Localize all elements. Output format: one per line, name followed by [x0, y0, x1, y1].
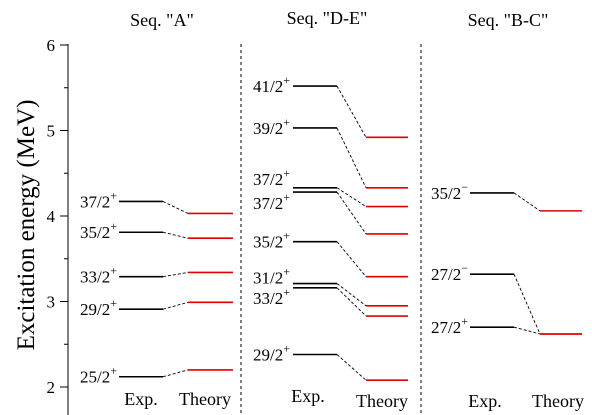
- y-axis-ticks: 2 3 4 5 6: [47, 36, 68, 397]
- spin-parity-label: 27/2+: [431, 314, 468, 337]
- level-connector: [513, 326, 541, 335]
- spin-parity-label: 27/2−: [431, 261, 468, 284]
- level-connector: [162, 301, 189, 310]
- spin-parity-label: 37/2+: [253, 190, 290, 213]
- level-connector: [336, 283, 367, 307]
- level-connector: [336, 85, 367, 138]
- panel-title-a: Seq. "A": [130, 10, 194, 30]
- y-tick-label: 3: [47, 293, 56, 312]
- theory-label-a: Theory: [179, 389, 231, 409]
- y-axis-label: Excitation energy (MeV): [13, 100, 40, 351]
- spin-parity-label: 35/2+: [80, 219, 117, 242]
- level-connector: [336, 191, 367, 235]
- spin-parity-label: 29/2+: [253, 342, 290, 365]
- spin-parity-label: 31/2+: [253, 265, 290, 288]
- theory-label-bc: Theory: [532, 391, 584, 411]
- spin-parity-label: 33/2+: [80, 264, 117, 287]
- y-tick-label: 2: [47, 378, 56, 397]
- level-connector: [162, 201, 189, 214]
- spin-parity-label: 37/2+: [80, 188, 117, 211]
- spin-parity-label: 35/2−: [431, 180, 468, 203]
- spin-parity-label: 25/2+: [80, 364, 117, 387]
- level-connector: [336, 354, 367, 381]
- level-lines: 37/2+ 35/2+ 33/2+ 29/2+ 25/2+ 41/2+ 39/2+ 37/2+…: [80, 73, 582, 387]
- spin-parity-label: 33/2+: [253, 285, 290, 308]
- level-connector: [513, 192, 541, 212]
- level-connector: [336, 127, 367, 188]
- exp-label-de: Exp.: [291, 386, 325, 406]
- spin-parity-label: 39/2+: [253, 115, 290, 138]
- y-tick-label: 4: [47, 207, 56, 226]
- y-tick-label: 5: [47, 122, 56, 141]
- spin-parity-label: 41/2+: [253, 73, 290, 96]
- level-connector: [513, 273, 541, 335]
- y-tick-label: 6: [47, 36, 56, 55]
- spin-parity-label: 37/2+: [253, 166, 290, 189]
- spin-parity-label: 35/2+: [253, 229, 290, 252]
- level-connector: [162, 271, 189, 278]
- level-connector: [336, 187, 367, 207]
- spin-parity-label: 29/2+: [80, 296, 117, 319]
- level-connector: [336, 241, 367, 277]
- level-connector: [336, 287, 367, 317]
- exp-label-a: Exp.: [124, 389, 158, 409]
- level-connector: [162, 231, 189, 239]
- theory-label-de: Theory: [356, 391, 408, 411]
- panel-title-de: Seq. "D-E": [287, 8, 368, 28]
- panel-title-bc: Seq. "B-C": [468, 10, 549, 30]
- exp-label-bc: Exp.: [468, 391, 502, 411]
- level-connector: [162, 369, 189, 378]
